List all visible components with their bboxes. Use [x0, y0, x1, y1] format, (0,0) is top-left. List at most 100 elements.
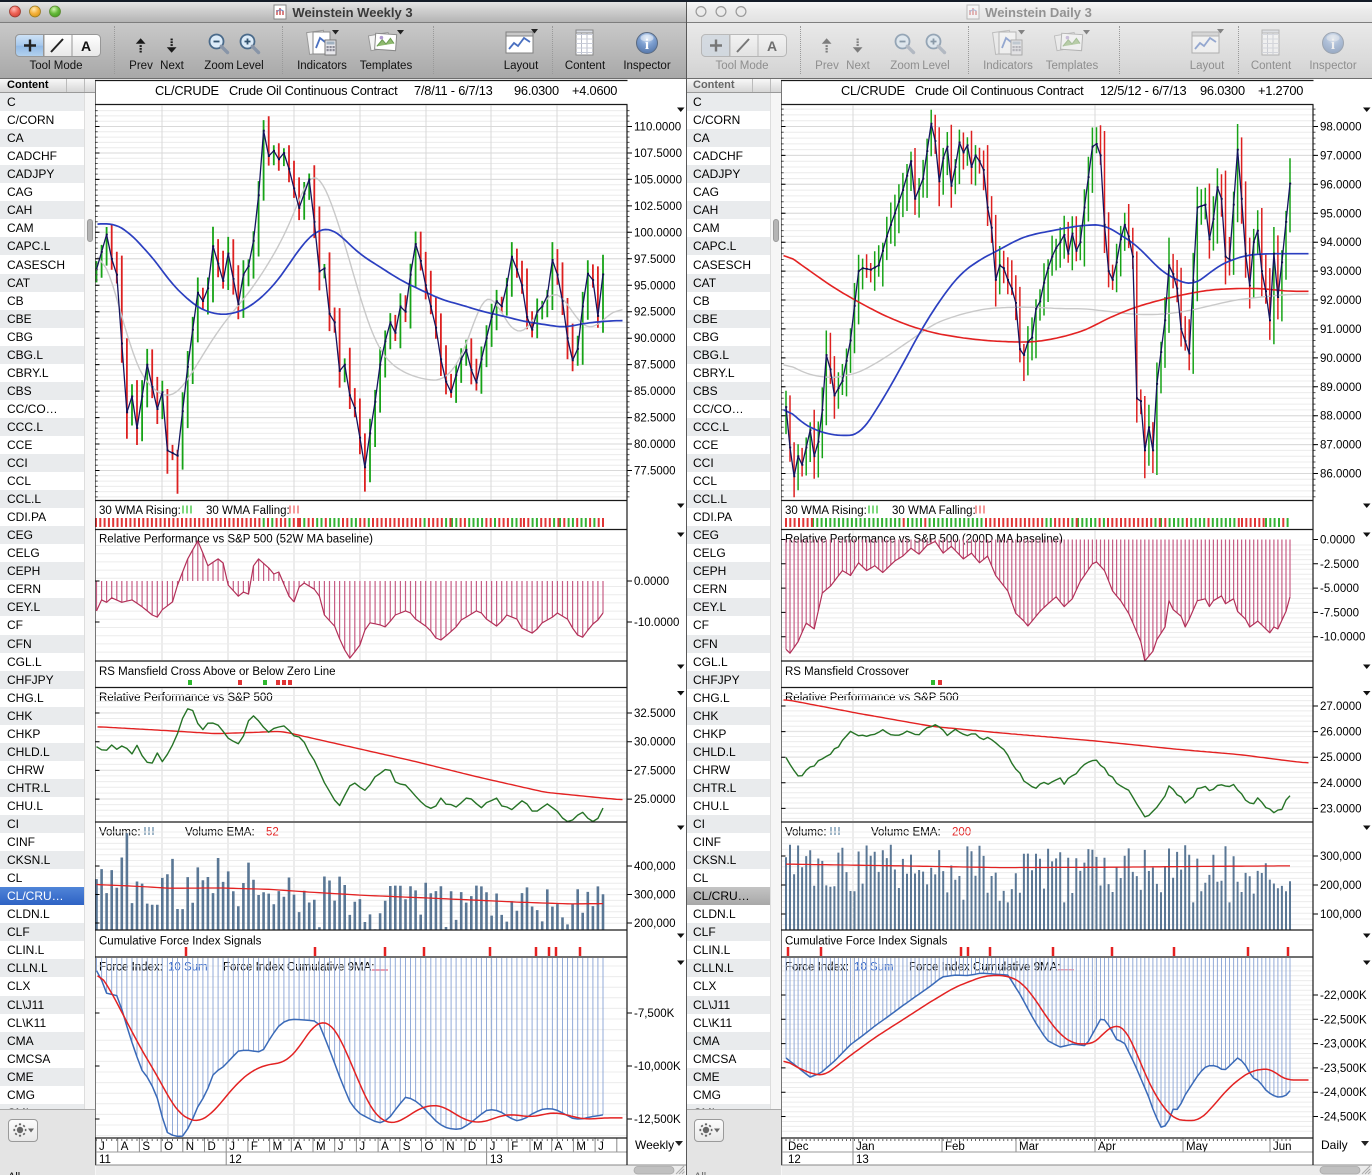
svg-text:300,000: 300,000 [1320, 851, 1362, 863]
svg-text:12: 12 [788, 1154, 801, 1166]
svg-text:100,000: 100,000 [1320, 909, 1362, 921]
svg-text:Cumulative Force Index Signals: Cumulative Force Index Signals [785, 936, 948, 948]
svg-text:90.0000: 90.0000 [634, 333, 676, 345]
svg-text:Crude Oil Continuous Contract: Crude Oil Continuous Contract [229, 83, 398, 98]
svg-text:0.0000: 0.0000 [634, 576, 669, 588]
svg-text:CL/CRUDE: CL/CRUDE [841, 83, 905, 98]
svg-text:91.0000: 91.0000 [1320, 324, 1362, 336]
svg-text:Apr: Apr [1098, 1141, 1116, 1153]
svg-text:Daily: Daily [1321, 1138, 1348, 1152]
svg-text:30 WMA Rising:: 30 WMA Rising: [99, 505, 181, 517]
svg-text:82.5000: 82.5000 [634, 413, 676, 425]
svg-text:J: J [598, 1141, 604, 1153]
svg-text:A: A [767, 38, 777, 54]
svg-text:-22,500K: -22,500K [1320, 1014, 1367, 1026]
svg-text:M: M [533, 1141, 543, 1153]
svg-text:N: N [446, 1141, 454, 1153]
svg-text:Weekly: Weekly [635, 1138, 674, 1152]
svg-text:J: J [99, 1141, 105, 1153]
svg-text:Force Index Cumulative 9MA:: Force Index Cumulative 9MA: [909, 962, 1060, 974]
svg-text:J: J [338, 1141, 344, 1153]
svg-text:J: J [359, 1141, 365, 1153]
svg-text:107.5000: 107.5000 [634, 148, 682, 160]
svg-text:A: A [381, 1141, 389, 1153]
svg-text:90.0000: 90.0000 [1320, 353, 1362, 365]
svg-text:Feb: Feb [945, 1141, 965, 1153]
svg-text:Dec: Dec [788, 1141, 809, 1153]
svg-text:89.0000: 89.0000 [1320, 382, 1362, 394]
svg-text:-24,500K: -24,500K [1320, 1112, 1367, 1124]
svg-text:Jan: Jan [856, 1141, 875, 1153]
svg-text:96.0000: 96.0000 [1320, 179, 1362, 191]
svg-text:May: May [1186, 1141, 1208, 1153]
svg-text:200,000: 200,000 [634, 918, 676, 930]
svg-text:97.0000: 97.0000 [1320, 150, 1362, 162]
svg-text:96.0300: 96.0300 [514, 83, 559, 98]
svg-text:88.0000: 88.0000 [1320, 411, 1362, 423]
svg-text:95.0000: 95.0000 [634, 280, 676, 292]
svg-text:26.0000: 26.0000 [1320, 727, 1362, 739]
svg-text:7/8/11 - 6/7/13: 7/8/11 - 6/7/13 [414, 83, 493, 98]
svg-text:80.0000: 80.0000 [634, 439, 676, 451]
svg-text:Mar: Mar [1019, 1141, 1039, 1153]
svg-text:-12,500K: -12,500K [634, 1114, 681, 1126]
svg-text:24.0000: 24.0000 [1320, 778, 1362, 790]
svg-text:30.0000: 30.0000 [634, 737, 676, 749]
svg-text:102.5000: 102.5000 [634, 201, 682, 213]
svg-text:Cumulative Force Index Signals: Cumulative Force Index Signals [99, 936, 262, 948]
svg-text:-10,000K: -10,000K [634, 1061, 681, 1073]
svg-text:27.5000: 27.5000 [634, 765, 676, 777]
svg-text:25.0000: 25.0000 [634, 794, 676, 806]
svg-text:27.0000: 27.0000 [1320, 701, 1362, 713]
svg-text:12/5/12 - 6/7/13: 12/5/12 - 6/7/13 [1100, 83, 1187, 98]
svg-text:11: 11 [99, 1154, 111, 1166]
svg-text:-10.0000: -10.0000 [1320, 632, 1365, 644]
svg-text:M: M [273, 1141, 283, 1153]
svg-text:i: i [645, 37, 649, 53]
svg-text:M: M [576, 1141, 586, 1153]
svg-text:Relative Performance vs S&P 50: Relative Performance vs S&P 500 (52W MA … [99, 534, 373, 546]
svg-text:96.0300: 96.0300 [1200, 83, 1245, 98]
svg-text:A: A [555, 1141, 563, 1153]
svg-text:-23,000K: -23,000K [1320, 1039, 1367, 1051]
svg-text:77.5000: 77.5000 [634, 466, 676, 478]
svg-text:32.5000: 32.5000 [634, 708, 676, 720]
svg-text:93.0000: 93.0000 [1320, 266, 1362, 278]
svg-text:95.0000: 95.0000 [1320, 208, 1362, 220]
svg-text:300,000: 300,000 [634, 890, 676, 902]
svg-text:-10.0000: -10.0000 [634, 617, 679, 629]
svg-text:Force Index:: Force Index: [99, 962, 163, 974]
svg-text:105.0000: 105.0000 [634, 174, 682, 186]
svg-text:-2.5000: -2.5000 [1320, 559, 1359, 571]
svg-text:-23,500K: -23,500K [1320, 1063, 1367, 1075]
svg-text:O: O [425, 1141, 434, 1153]
svg-text:-22,000K: -22,000K [1320, 990, 1367, 1002]
svg-text:100.0000: 100.0000 [634, 227, 682, 239]
svg-text:D: D [208, 1141, 216, 1153]
svg-text:D: D [468, 1141, 476, 1153]
svg-text:0.0000: 0.0000 [1320, 535, 1355, 547]
svg-text:-5.0000: -5.0000 [1320, 583, 1359, 595]
svg-text:94.0000: 94.0000 [1320, 237, 1362, 249]
svg-text:13: 13 [856, 1154, 869, 1166]
svg-text:30 WMA Rising:: 30 WMA Rising: [785, 505, 867, 517]
svg-text:J: J [229, 1141, 235, 1153]
svg-text:O: O [164, 1141, 173, 1153]
svg-text:A: A [121, 1141, 129, 1153]
svg-text:RS Mansfield Cross Above or Be: RS Mansfield Cross Above or Below Zero L… [99, 666, 336, 678]
svg-text:S: S [403, 1141, 411, 1153]
svg-text:+1.2700: +1.2700 [1258, 83, 1303, 98]
svg-text:92.0000: 92.0000 [1320, 295, 1362, 307]
svg-text:85.0000: 85.0000 [634, 386, 676, 398]
svg-text:-7.5000: -7.5000 [1320, 607, 1359, 619]
svg-text:Relative Performance vs S&P 50: Relative Performance vs S&P 500 [785, 692, 959, 704]
svg-text:i: i [1331, 37, 1335, 53]
svg-text:J: J [490, 1141, 496, 1153]
svg-text:97.5000: 97.5000 [634, 254, 676, 266]
svg-text:RS Mansfield Crossover: RS Mansfield Crossover [785, 666, 909, 678]
svg-text:86.0000: 86.0000 [1320, 469, 1362, 481]
svg-text:-24,000K: -24,000K [1320, 1087, 1367, 1099]
svg-text:A: A [81, 38, 91, 54]
svg-text:-7,500K: -7,500K [634, 1008, 675, 1020]
svg-text:A: A [294, 1141, 302, 1153]
